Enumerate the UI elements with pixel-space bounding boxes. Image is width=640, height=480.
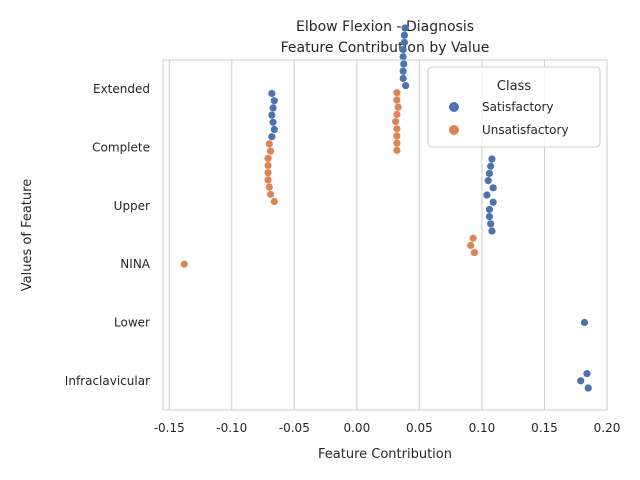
y-tick-label: Extended <box>93 82 150 96</box>
data-point-unsatisfactory <box>469 234 477 242</box>
legend-box <box>427 66 601 148</box>
legend-title: Class <box>497 79 531 94</box>
data-point-satisfactory <box>483 191 491 199</box>
data-point-unsatisfactory <box>266 190 275 198</box>
data-point-unsatisfactory <box>393 139 401 147</box>
y-tick-label: Infraclavicular <box>65 374 150 388</box>
data-point-unsatisfactory <box>265 140 273 148</box>
x-tick-label: 0.15 <box>531 421 558 435</box>
data-point-unsatisfactory <box>393 89 401 97</box>
data-point-satisfactory <box>399 67 407 75</box>
data-point-satisfactory <box>399 74 407 82</box>
data-point-satisfactory <box>487 220 495 228</box>
data-point-satisfactory <box>488 227 496 235</box>
data-point-satisfactory <box>400 38 408 46</box>
data-point-satisfactory <box>270 125 278 134</box>
y-tick-label: NINA <box>120 257 150 271</box>
x-tick-label: -0.15 <box>154 421 185 435</box>
legend-label-unsatisfactory: Unsatisfactory <box>482 123 569 137</box>
legend-marker-unsatisfactory <box>449 125 459 135</box>
data-point-satisfactory <box>269 118 277 126</box>
data-point-satisfactory <box>399 53 407 61</box>
chart-subtitle: Feature Contribution by Value <box>281 40 490 56</box>
y-tick-label: Lower <box>114 316 150 330</box>
x-tick-label: 0.00 <box>343 421 370 435</box>
x-axis-label: Feature Contribution <box>318 447 452 462</box>
data-point-satisfactory <box>489 184 497 192</box>
data-point-unsatisfactory <box>467 241 475 250</box>
legend-label-satisfactory: Satisfactory <box>482 100 554 114</box>
data-point-satisfactory <box>268 89 276 98</box>
data-points <box>180 24 592 392</box>
data-point-satisfactory <box>401 24 409 32</box>
x-tick-label: 0.20 <box>594 421 621 435</box>
x-tick-label: -0.05 <box>279 421 310 435</box>
data-point-satisfactory <box>577 377 585 385</box>
data-point-satisfactory <box>489 198 497 206</box>
data-point-satisfactory <box>268 111 276 119</box>
data-point-unsatisfactory <box>264 176 272 184</box>
data-point-unsatisfactory <box>264 169 272 177</box>
data-point-satisfactory <box>485 205 494 214</box>
data-point-satisfactory <box>485 213 494 221</box>
data-point-satisfactory <box>580 318 589 327</box>
data-point-unsatisfactory <box>393 146 401 154</box>
y-axis-label: Values of Feature <box>20 179 35 291</box>
data-point-satisfactory <box>584 384 592 392</box>
data-point-unsatisfactory <box>264 161 272 170</box>
data-point-unsatisfactory <box>264 154 272 162</box>
data-point-satisfactory <box>487 162 495 170</box>
data-point-unsatisfactory <box>270 197 278 206</box>
y-tick-labels: Extended Complete Upper NINA Lower Infraclavi… <box>65 82 151 388</box>
x-tick-label: 0.05 <box>406 421 433 435</box>
data-point-satisfactory <box>268 133 276 141</box>
data-point-satisfactory <box>400 60 408 68</box>
data-point-unsatisfactory <box>266 147 275 155</box>
legend: Class Satisfactory Unsatisfactory <box>427 66 601 148</box>
y-tick-label: Upper <box>114 199 150 213</box>
data-point-unsatisfactory <box>393 110 401 118</box>
plot-frame <box>162 59 608 411</box>
data-point-satisfactory <box>488 155 496 163</box>
data-point-unsatisfactory <box>265 183 273 191</box>
data-point-satisfactory <box>402 81 410 90</box>
data-point-satisfactory <box>270 97 278 105</box>
data-point-unsatisfactory <box>394 103 402 111</box>
data-point-satisfactory <box>269 104 277 112</box>
x-tick-labels: -0.15 -0.10 -0.05 0.00 0.05 0.10 0.15 0.20 <box>154 421 621 435</box>
data-point-unsatisfactory <box>393 132 401 140</box>
data-point-satisfactory <box>400 31 408 39</box>
data-point-unsatisfactory <box>392 117 400 126</box>
legend-marker-satisfactory <box>449 102 459 112</box>
y-tick-label: Complete <box>92 141 150 155</box>
data-point-unsatisfactory <box>393 96 401 104</box>
x-tick-label: 0.10 <box>469 421 496 435</box>
x-tick-label: -0.10 <box>216 421 247 435</box>
chart-title: Elbow Flexion - Diagnosis <box>296 19 474 35</box>
data-point-satisfactory <box>583 370 591 378</box>
data-point-satisfactory <box>399 45 407 54</box>
data-point-satisfactory <box>485 169 494 178</box>
data-point-unsatisfactory <box>393 125 401 133</box>
data-point-unsatisfactory <box>180 260 188 268</box>
data-point-satisfactory <box>484 177 492 185</box>
data-point-unsatisfactory <box>470 249 479 257</box>
